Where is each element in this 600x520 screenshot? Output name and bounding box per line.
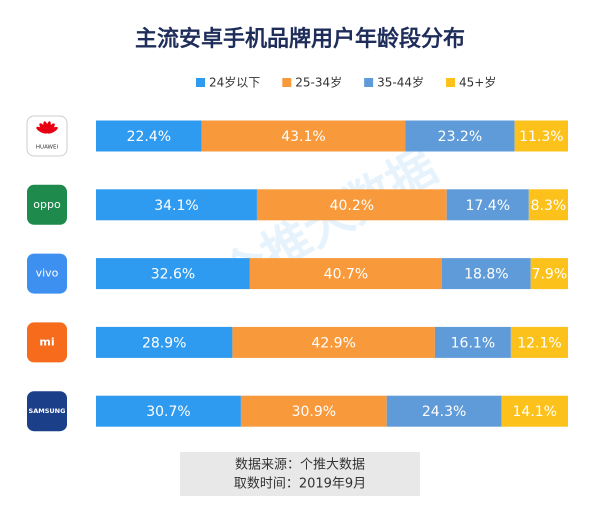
value-label: 28.9% bbox=[142, 335, 186, 351]
bar-segment bbox=[201, 120, 406, 152]
bar-segment bbox=[514, 120, 568, 152]
value-label: 8.3% bbox=[531, 198, 567, 214]
bar-segment bbox=[249, 258, 442, 290]
value-label: 12.1% bbox=[517, 335, 561, 351]
value-label: 43.1% bbox=[281, 129, 325, 145]
value-label: 32.6% bbox=[151, 267, 195, 283]
bar-segment bbox=[256, 189, 447, 221]
bar-segment bbox=[528, 189, 568, 221]
category-label: SAMSUNG bbox=[29, 407, 66, 415]
bar-segment bbox=[510, 326, 568, 358]
bar-segment bbox=[386, 395, 502, 427]
bar-segment bbox=[96, 326, 233, 358]
bar-segment bbox=[405, 120, 515, 152]
brand-logo bbox=[27, 253, 67, 294]
value-label: 18.8% bbox=[464, 267, 508, 283]
legend-swatch bbox=[364, 78, 374, 87]
bar-segment bbox=[96, 120, 202, 152]
brand-logo bbox=[27, 322, 67, 363]
date: 取数时间：2019年9月 bbox=[234, 477, 366, 492]
bar-segment bbox=[530, 258, 568, 290]
footer-box bbox=[180, 452, 420, 496]
category-label: oppo bbox=[33, 198, 61, 211]
value-label: 40.2% bbox=[330, 198, 374, 214]
bar-segment bbox=[96, 395, 241, 427]
value-label: 22.4% bbox=[127, 129, 171, 145]
legend-swatch bbox=[196, 78, 205, 87]
value-label: 17.4% bbox=[466, 198, 510, 214]
bar-segment bbox=[240, 395, 387, 427]
legend-label: 25-34岁 bbox=[295, 75, 342, 90]
value-label: 30.9% bbox=[292, 404, 336, 420]
bar-segment bbox=[434, 326, 511, 358]
value-label: 14.1% bbox=[512, 404, 556, 420]
bar-segment bbox=[501, 395, 568, 427]
category-label: mi bbox=[39, 335, 54, 348]
category-label: HUAWEI bbox=[36, 145, 59, 151]
value-label: 7.9% bbox=[532, 267, 568, 283]
legend-swatch bbox=[282, 78, 292, 87]
source: 数据来源：个推大数据 bbox=[235, 458, 365, 473]
value-label: 34.1% bbox=[154, 198, 198, 214]
bar-segment bbox=[96, 189, 257, 221]
legend-label: 24岁以下 bbox=[209, 75, 260, 90]
value-label: 42.9% bbox=[311, 335, 355, 351]
value-label: 24.3% bbox=[422, 404, 466, 420]
brand-logo bbox=[27, 391, 67, 432]
bar-segment bbox=[446, 189, 529, 221]
brand-logo bbox=[27, 184, 67, 225]
value-label: 11.3% bbox=[519, 129, 563, 145]
bar-segment bbox=[441, 258, 531, 290]
logo-petal bbox=[46, 126, 58, 134]
value-label: 23.2% bbox=[438, 129, 482, 145]
legend-swatch bbox=[446, 78, 456, 87]
bar-segment bbox=[232, 326, 435, 358]
chart-title: 主流安卓手机品牌用户年龄段分布 bbox=[135, 26, 465, 52]
legend-label: 45+岁 bbox=[459, 75, 496, 90]
value-label: 30.7% bbox=[146, 404, 190, 420]
bar-segment bbox=[96, 258, 250, 290]
brand-logo bbox=[26, 115, 68, 157]
legend-label: 35-44岁 bbox=[377, 75, 424, 90]
category-label: vivo bbox=[36, 267, 59, 280]
value-label: 40.7% bbox=[324, 267, 368, 283]
value-label: 16.1% bbox=[451, 335, 495, 351]
